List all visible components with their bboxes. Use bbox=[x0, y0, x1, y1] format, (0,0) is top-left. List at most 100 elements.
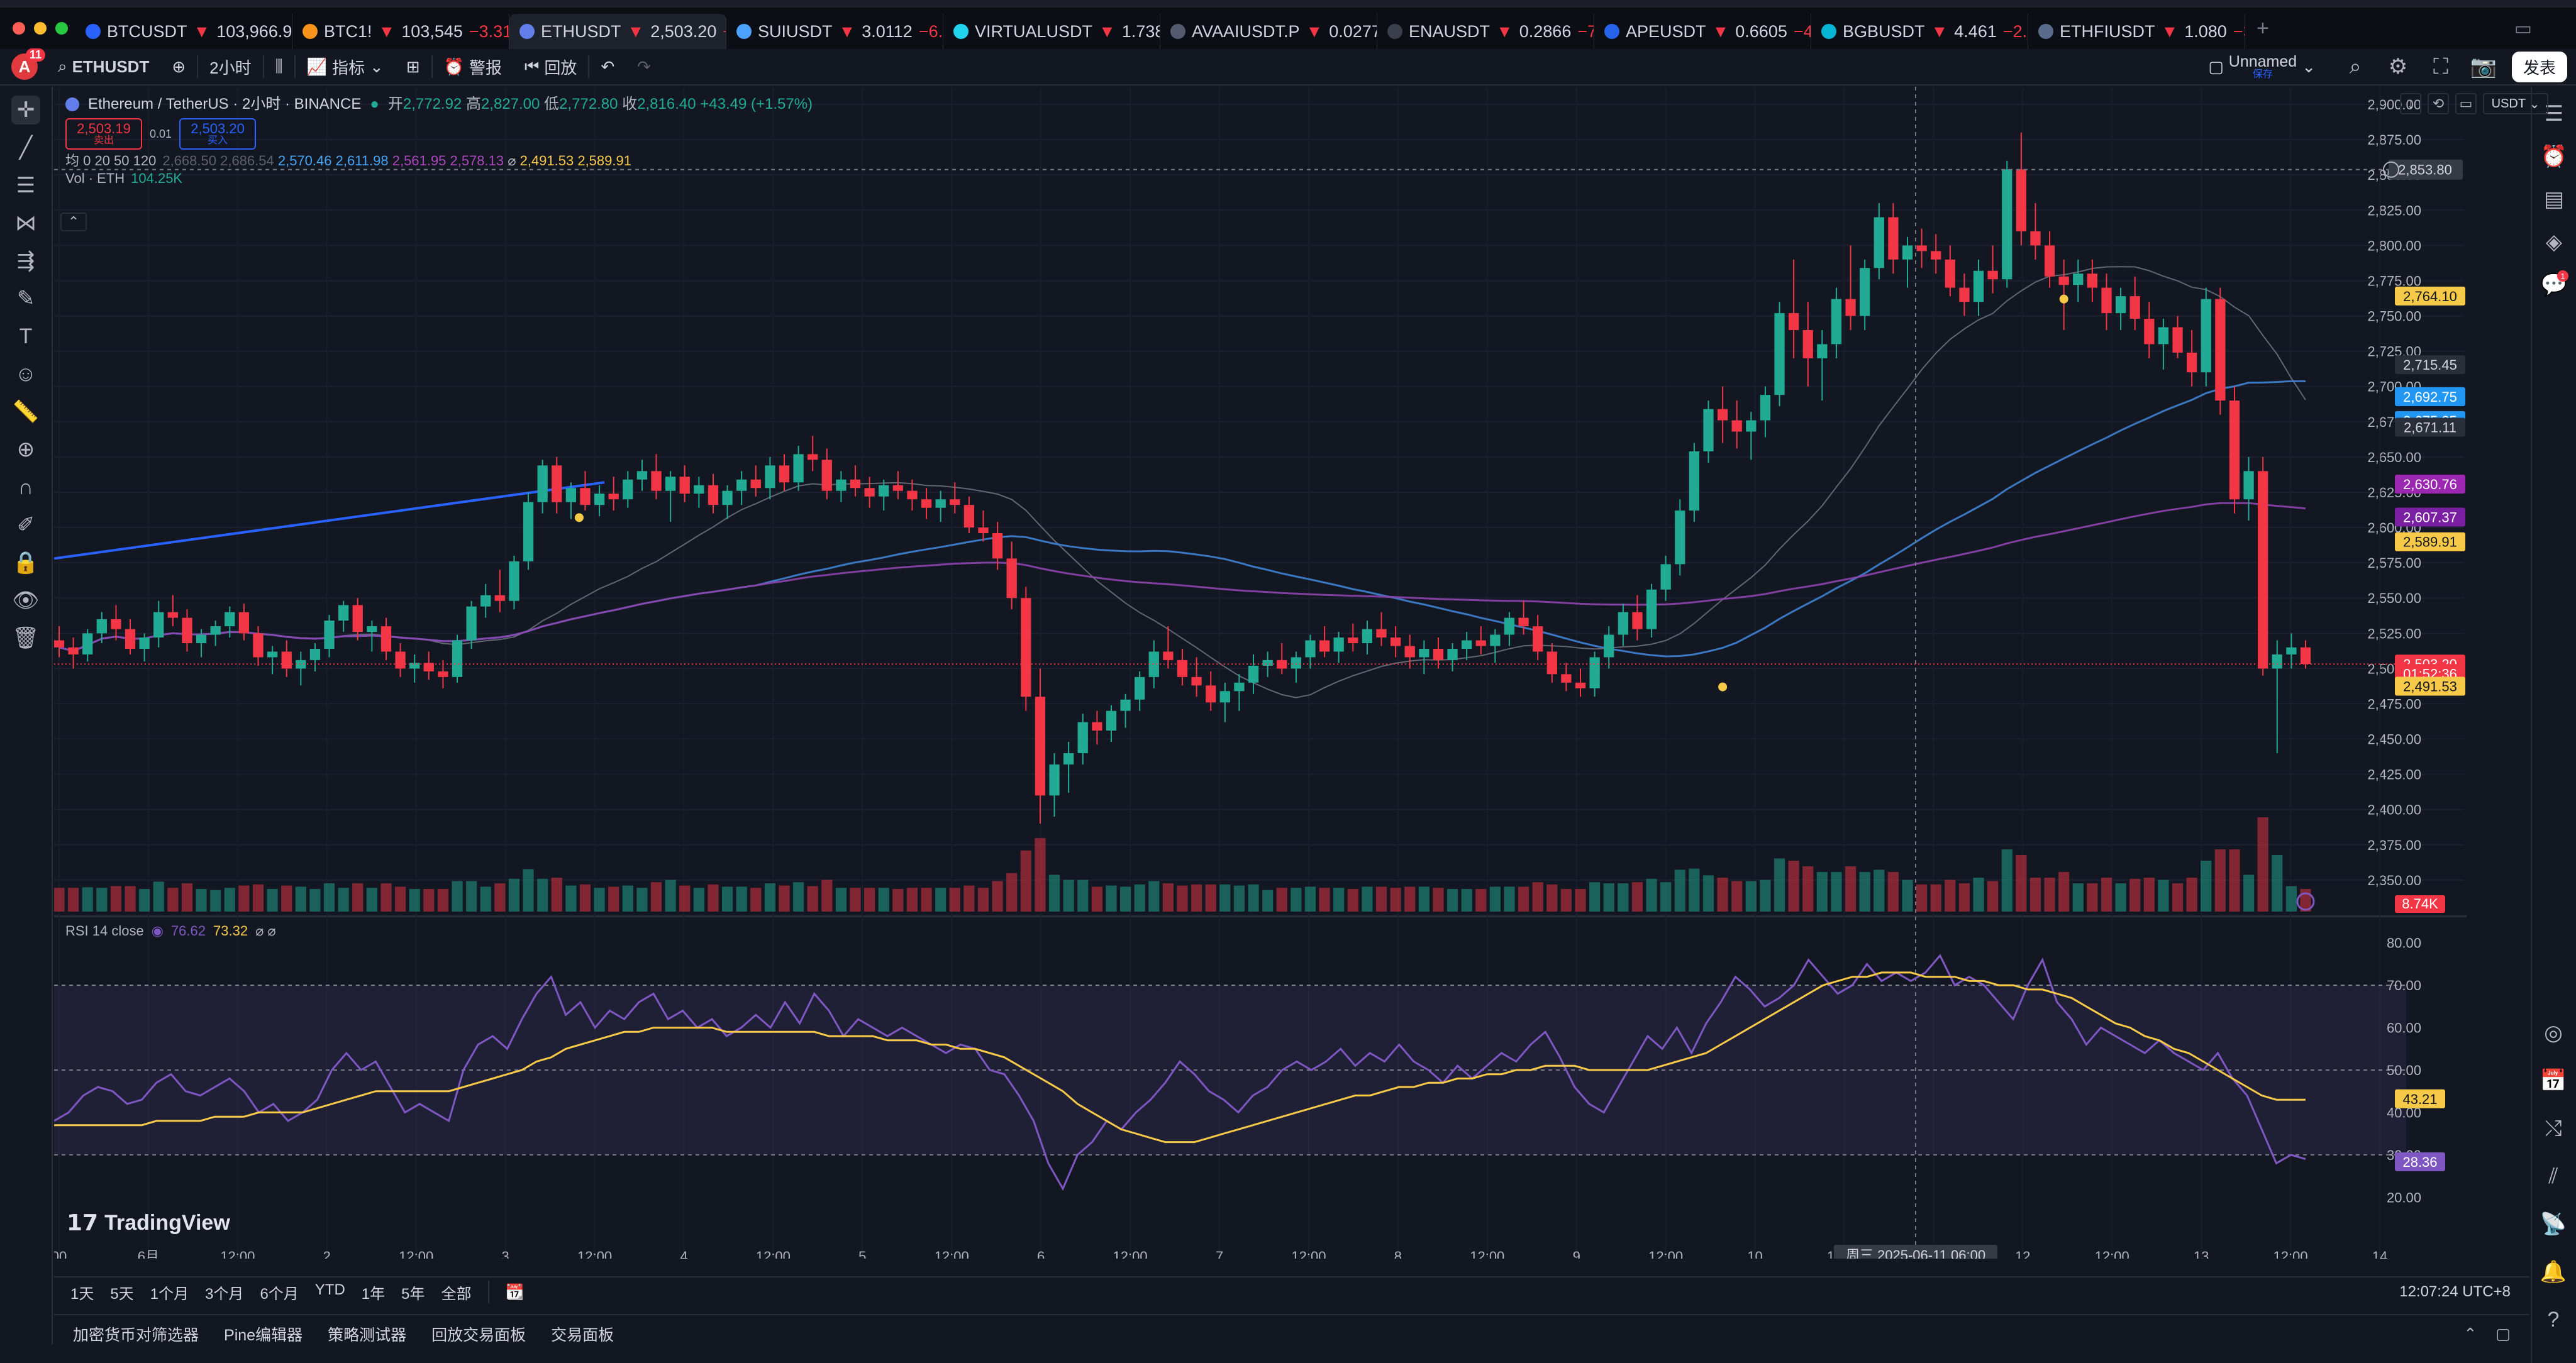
redo-button[interactable]: ↷ bbox=[626, 48, 662, 85]
tab-overview-icon[interactable]: ▭ bbox=[2514, 18, 2532, 39]
range-button[interactable]: 1个月 bbox=[150, 1285, 189, 1303]
layers-icon[interactable]: ◈ bbox=[2545, 230, 2563, 254]
tab-bgbusdt[interactable]: BGBUSDT▼4.461−2.15✕ bbox=[1811, 14, 2028, 49]
price-chart[interactable]: 2,900.002,875.002,850.002,825.002,800.00… bbox=[54, 87, 2467, 1259]
ruler-icon[interactable]: 📏 bbox=[12, 400, 40, 424]
goto-date-icon[interactable]: 📆 bbox=[505, 1283, 525, 1301]
data-window-icon[interactable]: ▤ bbox=[2543, 187, 2565, 211]
tab-avaaiusdt.p[interactable]: AVAAIUSDT.P▼0.02775✕ bbox=[1160, 14, 1377, 49]
chevron-up-icon[interactable]: ⌃ bbox=[2463, 1325, 2477, 1343]
crosshair-icon[interactable]: ✛ bbox=[11, 96, 40, 124]
range-button[interactable]: 1年 bbox=[361, 1285, 386, 1303]
clock[interactable]: 12:07:24 UTC+8 bbox=[2399, 1283, 2511, 1300]
range-button[interactable]: 5年 bbox=[401, 1285, 425, 1303]
tab-ethusdt[interactable]: ETHUSDT▼2,503.20−5.2✕ bbox=[509, 14, 726, 49]
sell-button[interactable]: 2,503.19 卖出 bbox=[65, 118, 142, 150]
currency-select[interactable]: USDT ⌄ bbox=[2483, 93, 2548, 114]
maximize-window-button[interactable] bbox=[55, 22, 68, 35]
chat-icon[interactable]: 💬 1 bbox=[2540, 270, 2568, 297]
brush-icon[interactable]: ✎ bbox=[16, 287, 35, 311]
rsi-legend[interactable]: RSI 14 close ◉ 76.62 73.32 ⌀ ⌀ bbox=[65, 923, 276, 939]
tab-btcusdt[interactable]: BTCUSDT▼103,966.92✕ bbox=[75, 14, 292, 49]
tab-enausdt[interactable]: ENAUSDT▼0.2866−7.6✕ bbox=[1377, 14, 1594, 49]
pattern-icon[interactable]: ⋈ bbox=[15, 211, 36, 235]
range-button[interactable]: 全部 bbox=[441, 1285, 472, 1303]
zoom-in-icon[interactable]: ⊕ bbox=[16, 438, 35, 461]
tab-ethfiusdt[interactable]: ETHFIUSDT▼1.080−3.6✕ bbox=[2028, 14, 2245, 49]
ideas-icon[interactable]: ⤭ bbox=[2545, 1116, 2562, 1140]
maximize-panel-icon[interactable]: ▢ bbox=[2496, 1325, 2511, 1343]
symbol-search-button[interactable]: ⌕ ETHUSDT bbox=[47, 48, 160, 85]
avatar[interactable]: A 11 bbox=[11, 48, 45, 80]
candle bbox=[1049, 764, 1060, 796]
close-window-button[interactable] bbox=[13, 22, 25, 35]
volume-bar bbox=[906, 888, 918, 912]
bottom-tab[interactable]: Pine编辑器 bbox=[224, 1327, 303, 1344]
buy-button[interactable]: 2,503.20 买入 bbox=[179, 118, 257, 150]
lock-icon[interactable]: 🔒 bbox=[12, 551, 40, 575]
chart-type-button[interactable]: ⫼ bbox=[264, 48, 294, 85]
quick-search-icon[interactable]: ⌕ bbox=[2349, 54, 2362, 79]
candle bbox=[1546, 651, 1557, 675]
bottom-tab[interactable]: 策略测试器 bbox=[328, 1327, 407, 1344]
new-tab-button[interactable]: + bbox=[2257, 16, 2269, 40]
trend-line-icon[interactable]: ╱ bbox=[19, 136, 33, 160]
range-button[interactable]: 1天 bbox=[70, 1285, 94, 1303]
alerts-clock-icon[interactable]: ⏰ bbox=[2540, 145, 2568, 168]
chart-icon[interactable]: ⫽ bbox=[2548, 1164, 2558, 1188]
camera-icon[interactable]: 📷 bbox=[2470, 55, 2497, 79]
compare-symbol-button[interactable]: ⊕ bbox=[160, 48, 197, 85]
tab-virtualusdt[interactable]: VIRTUALUSDT▼1.7389✕ bbox=[943, 14, 1160, 49]
stream-icon[interactable]: 📡 bbox=[2540, 1212, 2567, 1236]
tab-apeusdt[interactable]: APEUSDT▼0.6605−4.1✕ bbox=[1594, 14, 1811, 49]
help-icon[interactable]: ? bbox=[2547, 1307, 2560, 1332]
ma-legend[interactable]: 均 0 20 50 120 2,668.50 2,686.54 2,570.46… bbox=[65, 150, 813, 172]
alert-button[interactable]: ⏰ 警报 bbox=[433, 48, 513, 85]
add-alert-plus-icon[interactable] bbox=[2383, 161, 2399, 178]
range-button[interactable]: 6个月 bbox=[260, 1285, 299, 1303]
trend-line-drawing[interactable] bbox=[54, 481, 605, 560]
time-tick-label: 5 bbox=[858, 1249, 866, 1259]
layout-name-button[interactable]: ▢ Unnamed 保存 ⌄ bbox=[2197, 48, 2327, 85]
calendar-icon[interactable]: 📅 bbox=[2540, 1069, 2567, 1093]
publish-button[interactable]: 发表 bbox=[2511, 51, 2567, 82]
minimize-window-button[interactable] bbox=[34, 22, 47, 35]
emoji-icon[interactable]: ☺ bbox=[14, 361, 37, 386]
pane-separator[interactable] bbox=[54, 915, 2467, 917]
tab-change: −3.6 bbox=[2233, 21, 2245, 41]
download-icon[interactable]: ↓ bbox=[2400, 93, 2421, 114]
indicators-button[interactable]: 📈 指标 ⌄ bbox=[296, 48, 395, 85]
range-button[interactable]: 3个月 bbox=[205, 1285, 244, 1303]
undo-button[interactable]: ↶ bbox=[589, 48, 626, 85]
fib-icon[interactable]: ☰ bbox=[16, 174, 36, 197]
bell-icon[interactable]: 🔔 bbox=[2540, 1260, 2567, 1284]
forecast-icon[interactable]: ⇶ bbox=[16, 249, 35, 273]
lightning-icon[interactable] bbox=[2296, 892, 2315, 911]
replay-button[interactable]: ⏮ 回放 bbox=[513, 48, 588, 85]
tab-suiusdt[interactable]: SUIUSDT▼3.0112−6.1✕ bbox=[726, 14, 943, 49]
gear-icon[interactable]: ⚙ bbox=[2388, 55, 2408, 79]
volume-bar bbox=[1048, 875, 1060, 912]
collapse-legend-button[interactable]: ⌃ bbox=[60, 212, 87, 231]
bottom-tab[interactable]: 回放交易面板 bbox=[431, 1327, 526, 1344]
text-icon[interactable]: T bbox=[19, 324, 33, 348]
volume-legend[interactable]: Vol · ETH 104.25K bbox=[65, 167, 813, 190]
tab-btc1![interactable]: BTC1!▼103,545−3.31%✕ bbox=[292, 14, 509, 49]
candle bbox=[1206, 685, 1216, 703]
fullscreen-icon[interactable]: ⛶ bbox=[2433, 54, 2448, 79]
sync-icon[interactable]: ⟲ bbox=[2428, 93, 2449, 114]
target-icon[interactable]: ◎ bbox=[2544, 1021, 2563, 1045]
candle bbox=[2229, 400, 2240, 500]
bottom-tab[interactable]: 交易面板 bbox=[551, 1327, 614, 1344]
trash-icon[interactable]: 🗑 bbox=[12, 626, 40, 650]
layouts-button[interactable]: ⊞ bbox=[395, 48, 431, 85]
lock-draw-icon[interactable]: ✐ bbox=[16, 513, 35, 537]
range-button[interactable]: 5天 bbox=[110, 1285, 134, 1303]
interval-button[interactable]: 2小时 bbox=[209, 58, 252, 77]
expand-icon[interactable]: ▭ bbox=[2455, 93, 2477, 114]
eye-icon[interactable]: 👁 bbox=[12, 588, 40, 612]
bottom-tab[interactable]: 加密货币对筛选器 bbox=[73, 1327, 199, 1344]
magnet-icon[interactable]: ∩ bbox=[18, 475, 34, 499]
volume-bar bbox=[2044, 878, 2055, 912]
range-button[interactable]: YTD bbox=[314, 1281, 345, 1298]
